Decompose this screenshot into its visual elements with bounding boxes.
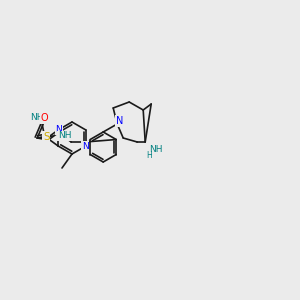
Text: O: O [40, 113, 48, 123]
Text: NH: NH [30, 113, 44, 122]
Text: N: N [55, 125, 62, 134]
Text: N: N [116, 116, 123, 126]
Text: NH: NH [58, 131, 72, 140]
Text: N: N [82, 142, 89, 151]
Text: H: H [146, 152, 152, 160]
Text: S: S [43, 132, 50, 142]
Text: NH: NH [149, 146, 163, 154]
Text: ₂: ₂ [44, 115, 47, 124]
